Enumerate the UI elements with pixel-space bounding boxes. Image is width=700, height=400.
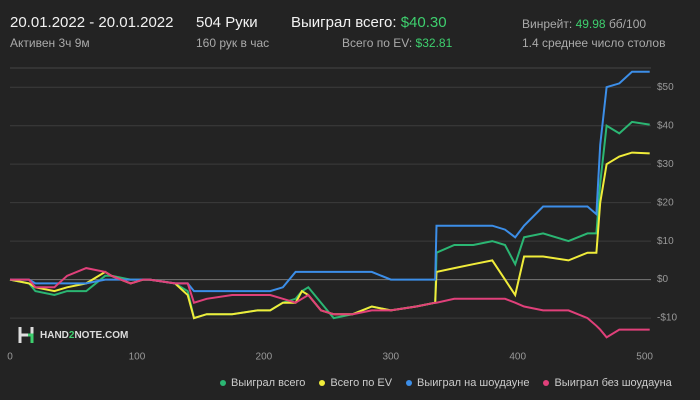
x-tick-label: 0 [7,352,13,363]
logo-text: NOTE.COM [74,329,129,341]
date-range: 20.01.2022 - 20.01.2022 [10,14,174,31]
hands-per-hour: 160 рук в час [196,36,270,50]
y-tick-label: $20 [657,197,674,208]
y-tick-label: $0 [657,274,669,285]
unit: бб/100 [608,17,647,31]
logo-text: HAND [40,329,69,341]
legend-label: Выиграл на шоудауне [417,377,530,389]
legend-label: Выиграл без шоудауна [554,377,672,389]
series-line [10,70,650,293]
won-total: Выиграл всего: $40.30 [291,14,447,31]
y-tick-label: $40 [657,120,674,131]
value: $32.81 [415,36,453,50]
legend-item[interactable]: Всего по EV [319,377,392,389]
y-tick-label: $50 [657,82,674,93]
legend-dot [220,380,226,387]
legend: Выиграл всего Всего по EV Выиграл на шоуда… [220,377,672,389]
y-tick-label: $10 [657,236,674,247]
label: Всего по EV: [342,36,413,50]
y-tick-label: $30 [657,159,674,170]
series-line [9,120,650,320]
y-tick-label: -$10 [657,313,677,324]
winrate: Винрейт: 49.98 бб/100 [522,17,646,31]
value: 49.98 [575,17,606,31]
logo: HAND2NOTE.COM [18,326,128,344]
value: $40.30 [400,14,447,31]
x-tick-label: 300 [382,352,399,363]
series-line [9,151,650,320]
label: Винрейт: [522,17,573,31]
active-time: Активен 3ч 9м [10,36,90,50]
legend-item[interactable]: Выиграл без шоудауна [543,377,672,389]
label: Выиграл всего: [291,14,397,31]
series-line [10,267,650,339]
logo-text: 2 [68,329,75,341]
hands: 504 Руки [196,14,258,31]
logo-icon [18,327,34,343]
tables: 1.4 среднее число столов [522,36,666,50]
x-tick-label: 500 [636,352,653,363]
x-tick-label: 400 [509,352,526,363]
ev-total: Всего по EV: $32.81 [342,36,452,50]
legend-label: Всего по EV [330,377,393,389]
legend-label: Выиграл всего [231,377,306,389]
legend-dot [543,380,550,387]
x-tick-label: 100 [129,352,146,363]
legend-item[interactable]: Выиграл на шоудауне [406,377,529,389]
x-tick-label: 200 [256,352,273,363]
legend-dot [406,380,413,387]
legend-item[interactable]: Выиграл всего [220,377,305,389]
legend-dot [319,380,326,387]
